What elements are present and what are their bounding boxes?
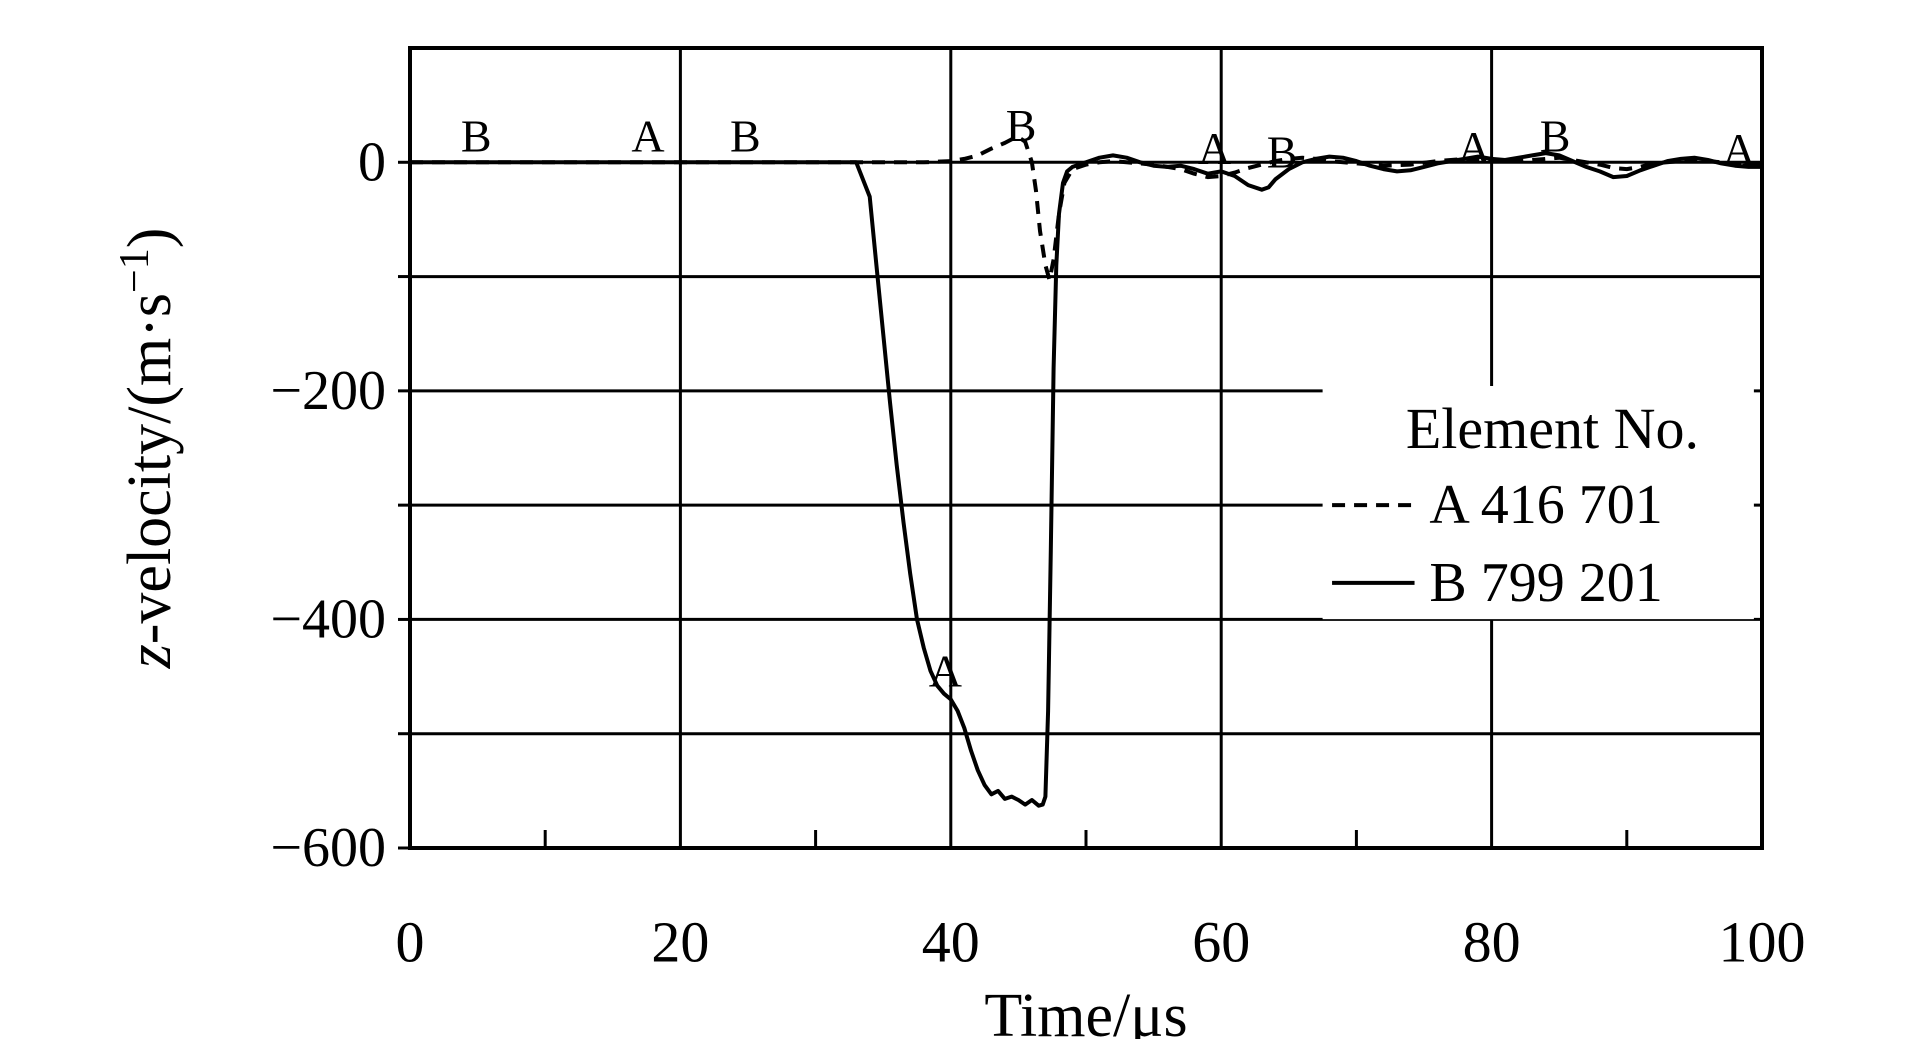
series-B-799-201 <box>410 151 1762 808</box>
x-tick-labels: 0 20 40 60 80 100 <box>396 910 1806 975</box>
y-tick-label: −600 <box>270 817 386 879</box>
curve-letter-annotations: B A B B A B A B AA <box>461 100 1756 696</box>
annotation-letter-B: B <box>1540 111 1571 162</box>
legend-title: Element No. <box>1406 396 1699 461</box>
annotation-letter-A: A <box>1722 124 1755 175</box>
x-axis-label: Time/μs <box>984 982 1187 1039</box>
annotation-letter-B: B <box>730 111 761 162</box>
y-axis-label: z-velocity/(m·s−1) <box>112 228 184 670</box>
y-tick-label: −200 <box>270 360 386 422</box>
annotation-letter-A: A <box>929 645 962 696</box>
annotation-letter-A: A <box>1198 123 1231 174</box>
x-tick-label: 0 <box>396 910 425 975</box>
annotation-letter-B: B <box>1006 100 1037 151</box>
y-tick-label: 0 <box>358 131 386 193</box>
legend-label-B: B 799 201 <box>1429 552 1662 614</box>
series-group <box>410 135 1763 808</box>
y-tick-label: −400 <box>270 588 386 650</box>
annotation-letter-A: A <box>1457 122 1490 173</box>
annotation-letter-B: B <box>461 111 492 162</box>
legend: Element No. A 416 701 B 799 201 <box>1322 386 1754 620</box>
annotation-letter-A: A <box>631 111 664 162</box>
annotation-letter-B: B <box>1267 127 1298 178</box>
legend-label-A: A 416 701 <box>1429 474 1662 536</box>
x-tick-label: 100 <box>1719 910 1806 975</box>
y-tick-labels: 0 −200 −400 −600 <box>270 131 386 879</box>
x-tick-label: 20 <box>651 910 709 975</box>
legend-background <box>1322 386 1754 620</box>
x-tick-label: 60 <box>1192 910 1250 975</box>
x-minor-ticks <box>543 830 1629 848</box>
x-tick-label: 80 <box>1463 910 1521 975</box>
plot-border <box>408 46 1764 850</box>
x-tick-label: 40 <box>922 910 980 975</box>
